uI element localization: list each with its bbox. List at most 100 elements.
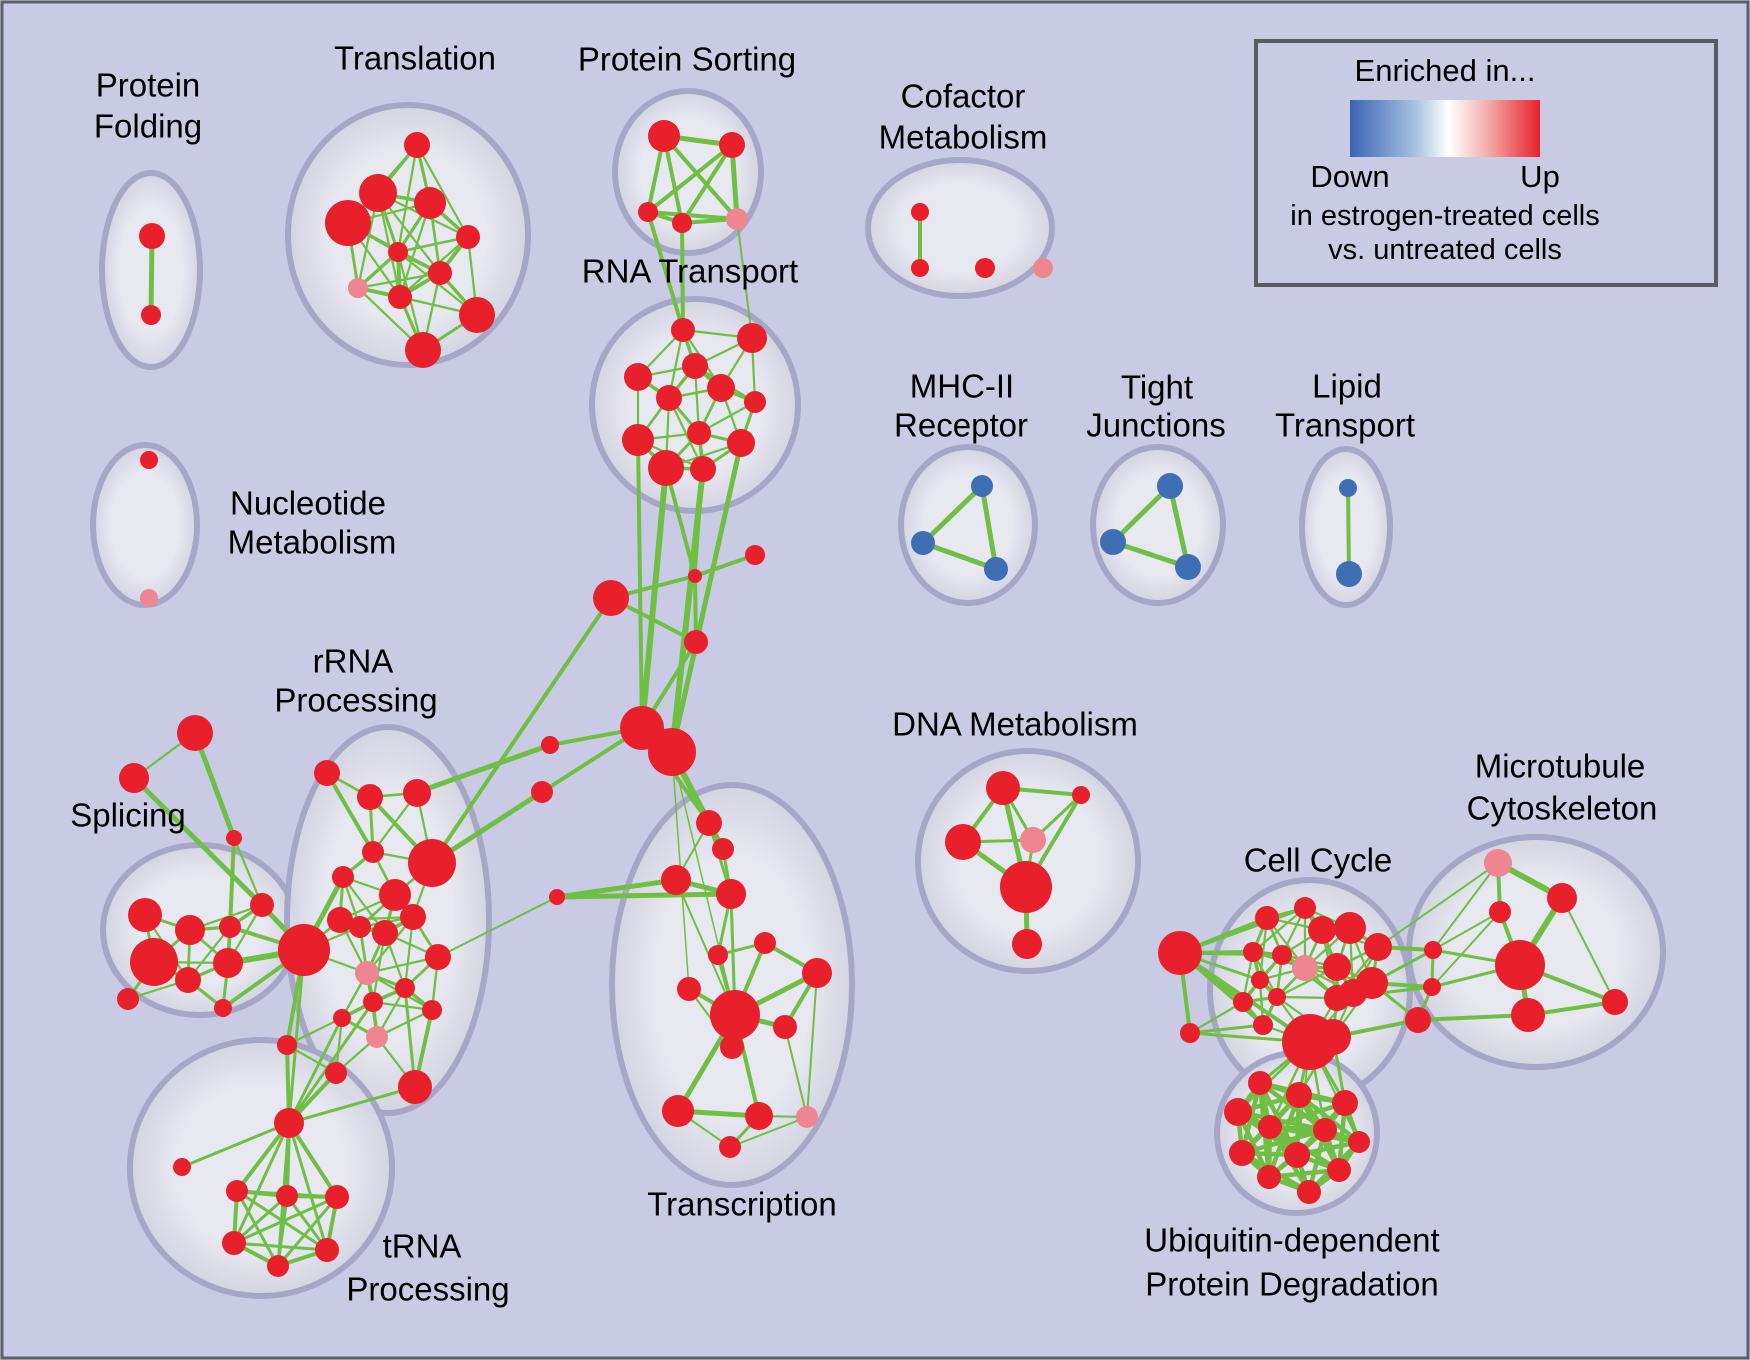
- gene-set-node: [408, 839, 456, 887]
- gene-set-node: [1258, 1115, 1282, 1139]
- gene-set-node: [404, 132, 430, 158]
- legend: Enriched in... Down Up in estrogen-treat…: [1254, 39, 1718, 287]
- gene-set-node: [277, 1035, 297, 1055]
- enrichment-edge: [1188, 1023, 1265, 1035]
- gene-set-node: [1100, 529, 1126, 555]
- gene-set-node: [945, 824, 981, 860]
- legend-up-label: Up: [1520, 159, 1560, 194]
- cluster-label-tight-junctions: Tight: [1121, 369, 1193, 406]
- gene-set-node: [315, 1238, 339, 1262]
- gene-set-node: [802, 958, 832, 988]
- enrichment-edge: [228, 836, 236, 929]
- cluster-ellipse-dna-metabolism: [915, 748, 1141, 974]
- gene-set-node: [213, 948, 243, 978]
- enrichment-edge: [646, 143, 734, 214]
- gene-set-node: [274, 1108, 304, 1138]
- enrichment-edge: [736, 218, 753, 339]
- gene-set-node: [140, 589, 158, 607]
- legend-subtitle-line2: vs. untreated cells: [1328, 234, 1562, 266]
- gene-set-node: [911, 203, 929, 221]
- gene-set-node: [719, 1136, 741, 1158]
- gene-set-node: [1313, 1118, 1337, 1142]
- gene-set-node: [1229, 1140, 1255, 1166]
- enrichment-edge: [276, 1194, 289, 1268]
- enrichment-edge: [680, 143, 734, 225]
- enrichment-edge: [232, 836, 264, 907]
- legend-title: Enriched in...: [1354, 53, 1536, 88]
- gene-set-node: [1339, 479, 1357, 497]
- gene-set-node: [1315, 1019, 1351, 1055]
- gene-set-node: [531, 781, 553, 803]
- gene-set-node: [1423, 978, 1441, 996]
- legend-content: Enriched in... Down Up in estrogen-treat…: [1258, 53, 1632, 267]
- gene-set-node: [357, 784, 383, 810]
- enrichment-edge: [1110, 483, 1173, 545]
- gene-set-node: [1233, 992, 1253, 1012]
- gene-set-node: [428, 261, 452, 285]
- enrichment-edge: [1431, 911, 1501, 988]
- cluster-ellipse-rna-transport: [589, 296, 801, 514]
- gene-set-node: [1243, 942, 1263, 962]
- enrichment-edge: [1377, 862, 1499, 948]
- gene-set-node: [379, 879, 411, 911]
- gene-set-node: [1424, 941, 1442, 959]
- gene-set-node: [541, 736, 559, 754]
- cluster-label-splicing: Splicing: [70, 797, 186, 834]
- enrichment-edge: [235, 1189, 280, 1268]
- gene-set-node: [395, 978, 415, 998]
- enrichment-edge: [1110, 539, 1191, 570]
- enrichment-edge: [1178, 906, 1307, 955]
- cluster-label-cell-cycle: Cell Cycle: [1244, 842, 1393, 879]
- gene-set-node: [986, 771, 1020, 805]
- enrichment-edge: [639, 465, 669, 731]
- gene-set-node: [388, 285, 412, 309]
- cluster-label-protein-folding: Folding: [94, 108, 202, 145]
- enrichment-edge: [437, 896, 558, 958]
- gene-set-node: [638, 202, 658, 222]
- gene-set-node: [911, 531, 935, 555]
- gene-set-node: [177, 715, 213, 751]
- gene-set-node: [1033, 258, 1053, 278]
- gene-set-node: [648, 120, 680, 152]
- gene-set-node: [276, 1185, 298, 1207]
- gene-set-node: [1489, 901, 1511, 923]
- gene-set-node: [707, 374, 735, 402]
- gene-set-node: [366, 1026, 388, 1048]
- enrichment-edge: [1239, 1127, 1328, 1156]
- gene-set-node: [672, 213, 692, 233]
- gene-set-node: [422, 1000, 442, 1020]
- enrichment-edge: [554, 891, 734, 900]
- cluster-label-nucleotide-metabolism: Metabolism: [228, 524, 397, 561]
- gene-set-node: [359, 174, 397, 212]
- gene-set-node: [1251, 971, 1269, 989]
- enrichment-edge: [148, 233, 155, 318]
- gene-set-node: [688, 569, 702, 583]
- cluster-ellipse-lipid-transport: [1299, 446, 1393, 608]
- cluster-label-cofactor-metabolism: Metabolism: [879, 119, 1048, 156]
- gene-set-node: [1248, 1071, 1272, 1095]
- gene-set-node: [1327, 1158, 1351, 1182]
- gene-set-node: [139, 223, 165, 249]
- legend-gradient-bar: [1350, 100, 1540, 157]
- gene-set-node: [226, 830, 242, 846]
- gene-set-node: [720, 1035, 744, 1059]
- gene-set-node: [1297, 1180, 1321, 1204]
- cluster-label-mhc-ii-receptor: MHC-II: [910, 368, 1014, 405]
- gene-set-node: [314, 760, 340, 786]
- gene-set-node: [141, 305, 161, 325]
- cluster-label-protein-folding: Protein: [96, 67, 201, 104]
- gene-set-node: [1224, 1098, 1252, 1126]
- gene-set-node: [348, 278, 368, 298]
- cluster-label-microtubule-cytoskeleton: Microtubule: [1475, 748, 1646, 785]
- gene-set-node: [671, 318, 695, 342]
- gene-set-node: [1484, 849, 1512, 877]
- enrichment-edge: [287, 1121, 329, 1252]
- gene-set-node: [128, 898, 162, 932]
- enrichment-edge: [806, 972, 818, 1118]
- gene-set-node: [661, 865, 691, 895]
- gene-set-node: [648, 450, 684, 486]
- enrichment-edge: [415, 143, 470, 239]
- enrichment-edge: [1251, 906, 1307, 954]
